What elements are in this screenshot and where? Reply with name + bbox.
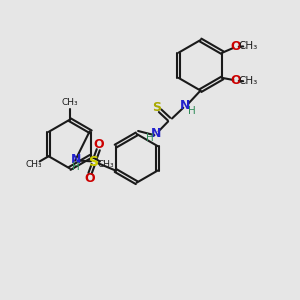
Text: O: O (93, 138, 104, 151)
Text: H: H (146, 134, 154, 143)
Text: CH₃: CH₃ (61, 98, 78, 107)
Text: O: O (231, 40, 242, 53)
Text: CH₃: CH₃ (238, 76, 257, 86)
Text: H: H (72, 162, 80, 172)
Text: N: N (71, 153, 82, 166)
Text: CH₃: CH₃ (97, 160, 114, 169)
Text: O: O (84, 172, 95, 185)
Text: S: S (89, 154, 99, 169)
Text: N: N (180, 99, 190, 112)
Text: CH₃: CH₃ (238, 41, 257, 51)
Text: N: N (151, 127, 161, 140)
Text: S: S (152, 101, 161, 114)
Text: O: O (231, 74, 242, 87)
Text: CH₃: CH₃ (26, 160, 42, 169)
Text: H: H (188, 106, 196, 116)
